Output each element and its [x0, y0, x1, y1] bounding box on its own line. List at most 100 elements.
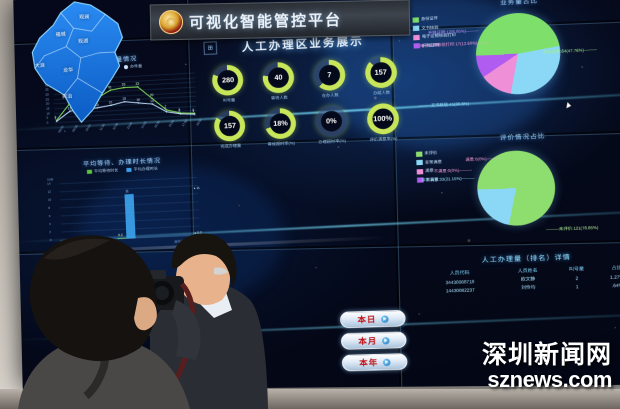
room-floor: [0, 389, 620, 409]
gauge-5[interactable]: 157 完成办理量: [204, 109, 256, 151]
legend-swatch: [416, 168, 424, 174]
map-label-dalang: 大浪: [34, 62, 46, 70]
evaluation-pie-chart[interactable]: 评价情况占比 未评价 非常满意 满意 不满意 ———未评价:121(78.85%) 非常…: [415, 127, 620, 252]
table-cell: .64%: [611, 282, 620, 288]
dashboard-screen[interactable]: 人流量情况 人流量 办件量 数 051015202530354045: [13, 0, 620, 391]
arrow-icon: [380, 315, 389, 323]
data-point: [123, 100, 126, 103]
gauge-value: 40: [267, 66, 290, 89]
map-label-longhua: 龙华: [63, 67, 74, 74]
y-axis-tick: 12: [47, 189, 52, 194]
pie-label-2: 非常满意:33(21.15%)———: [421, 175, 475, 183]
district-map[interactable]: 观澜 福城 观湖 大浪 龙华 民治: [13, 0, 169, 131]
y-axis-tick: 14: [47, 181, 51, 186]
gauge-ring: 157: [364, 56, 398, 89]
pie-label-2: ———文书核验:41(30.6%): [418, 100, 470, 109]
legend-label: 身份证件: [420, 15, 439, 22]
gauge-label: 办结人数: [372, 89, 391, 96]
chart-title: 业务量占比: [500, 0, 539, 7]
legend-swatch-blue: [126, 167, 132, 173]
gauge-3[interactable]: 7 在办人数: [303, 58, 356, 99]
map-border: [34, 46, 67, 69]
gauge-label: 等待人数: [270, 94, 288, 101]
date-range-buttons[interactable]: 本日 本月 本年: [339, 309, 408, 372]
gauge-1[interactable]: 280 叫号量: [202, 64, 254, 105]
x-axis-tick: 龙华行政服务大厅: [173, 238, 201, 244]
map-border: [77, 77, 102, 93]
date-button-month[interactable]: 本月: [340, 331, 407, 350]
business-volume-pie-chart[interactable]: 业务量占比 身份证件 文书核验 电子证照核验打印 开锁证明 身份证件:64(47.76…: [412, 0, 620, 132]
pie-label-4: 开锁证明:12(8.95%)———: [427, 27, 479, 36]
staff-ranking-table[interactable]: 人员代码 人员姓名 叫号量 占比 34430088718 欧文静 2 1.27% 144300…: [419, 263, 620, 295]
gauge-8[interactable]: 100% 评价满意率(%): [356, 102, 409, 143]
legend-label: 未评价: [424, 149, 438, 156]
legend-item-avg-process[interactable]: 平均办理时长: [126, 166, 158, 174]
date-button-today[interactable]: 本日: [339, 309, 406, 329]
y-axis-tick: 2: [49, 229, 52, 234]
bar-value-label: 11: [125, 189, 129, 194]
grid-icon: ⊞: [203, 41, 218, 56]
watermark: 深圳新闻网 sznews.com: [482, 343, 613, 392]
gauge-label: 叫号量: [222, 97, 236, 103]
manual-service-area-panel[interactable]: ⊞ 人工办理区业务展示 280 叫号量 40 等待人数 7 在办人数 157 办结人数 157 完…: [201, 30, 411, 193]
police-emblem-icon: [158, 9, 184, 35]
table-cell: 刘伶均: [521, 284, 536, 291]
legend-swatch: [415, 150, 423, 157]
gauge-value: 100%: [371, 108, 394, 130]
legend-swatch-green: [86, 169, 93, 174]
staff-ranking-table-panel[interactable]: 人工办理量（排名）详情 人员代码 人员姓名 叫号量 占比 34430088718 欧文静…: [419, 249, 620, 318]
data-label: 1: [192, 109, 195, 114]
y-axis-tick: 10: [47, 197, 52, 202]
map-label-fucheng: 福城: [55, 31, 66, 39]
y-axis-tick: 8: [48, 205, 51, 210]
gauge-label: 评价满意率(%): [369, 135, 398, 143]
legend-swatch: [413, 34, 420, 40]
legend-item-avg-wait[interactable]: 平均等待时长: [86, 167, 119, 175]
gauge-value: 280: [217, 69, 239, 91]
series-end-marker: ▸ 11: [193, 185, 200, 191]
gridline: [59, 176, 198, 185]
legend-swatch: [416, 159, 423, 166]
map-shape-svg[interactable]: [13, 0, 169, 131]
legend-item-2[interactable]: 非常满意: [416, 158, 443, 166]
data-point: [123, 86, 125, 89]
gauge-ring: 7: [313, 58, 346, 92]
y-axis-tick: 0: [49, 237, 52, 242]
arrow-icon: [381, 336, 390, 345]
gauge-7[interactable]: 0% 办理超时率(%): [305, 105, 358, 146]
table-cell: 14430082237: [445, 286, 475, 293]
legend-label: 满意: [425, 167, 434, 174]
data-label: 2: [178, 108, 181, 113]
gauge-ring: 100%: [366, 102, 400, 135]
map-label-minzhi: 民治: [62, 93, 73, 101]
map-outline[interactable]: [30, 0, 126, 124]
gauge-value: 157: [369, 61, 392, 84]
hall-banner: 可视化智能管控平台: [149, 0, 411, 41]
table-cell: 1: [575, 283, 579, 289]
map-label-guanlan: 观澜: [78, 14, 90, 21]
watermark-en: sznews.com: [487, 367, 612, 392]
pie-label-1: 身份证件:64(47.76%)———: [542, 46, 598, 55]
gauge-ring: 18%: [264, 107, 297, 140]
gauge-value: 0%: [320, 110, 343, 132]
arrow-icon: [382, 358, 391, 366]
gauge-grid[interactable]: 280 叫号量 40 等待人数 7 在办人数 157 办结人数 157 完成办理量 18% 等候超时率…: [202, 56, 409, 151]
legend-label: 非常满意: [424, 158, 443, 165]
gauge-4[interactable]: 157 办结人数: [354, 56, 407, 98]
map-label-guanhu: 观湖: [77, 38, 89, 45]
bar-2[interactable]: [124, 193, 136, 239]
waiting-processing-duration-bar-chart[interactable]: 平均等待、办理时长情况 平均等待时长 平均办理时长 分钟 0 2 4 6 8 10 12 14: [46, 153, 202, 252]
gauge-2[interactable]: 40 等待人数: [253, 61, 305, 102]
gauge-ring: 40: [262, 61, 295, 94]
video-wall-display[interactable]: 人流量情况 人流量 办件量 数 051015202530354045: [13, 0, 620, 391]
legend-item-1[interactable]: 未评价: [415, 149, 442, 157]
legend-swatch: [412, 25, 420, 32]
legend-item-1[interactable]: 身份证件: [412, 14, 455, 23]
legend-swatch: [412, 16, 420, 23]
gauge-6[interactable]: 18% 等候超时率(%): [255, 107, 307, 148]
pie-label-1: ———未评价:121(78.85%): [545, 224, 599, 232]
gauge-value: 157: [219, 115, 241, 137]
gauge-value: 18%: [269, 112, 292, 135]
date-button-year[interactable]: 本年: [341, 353, 408, 372]
